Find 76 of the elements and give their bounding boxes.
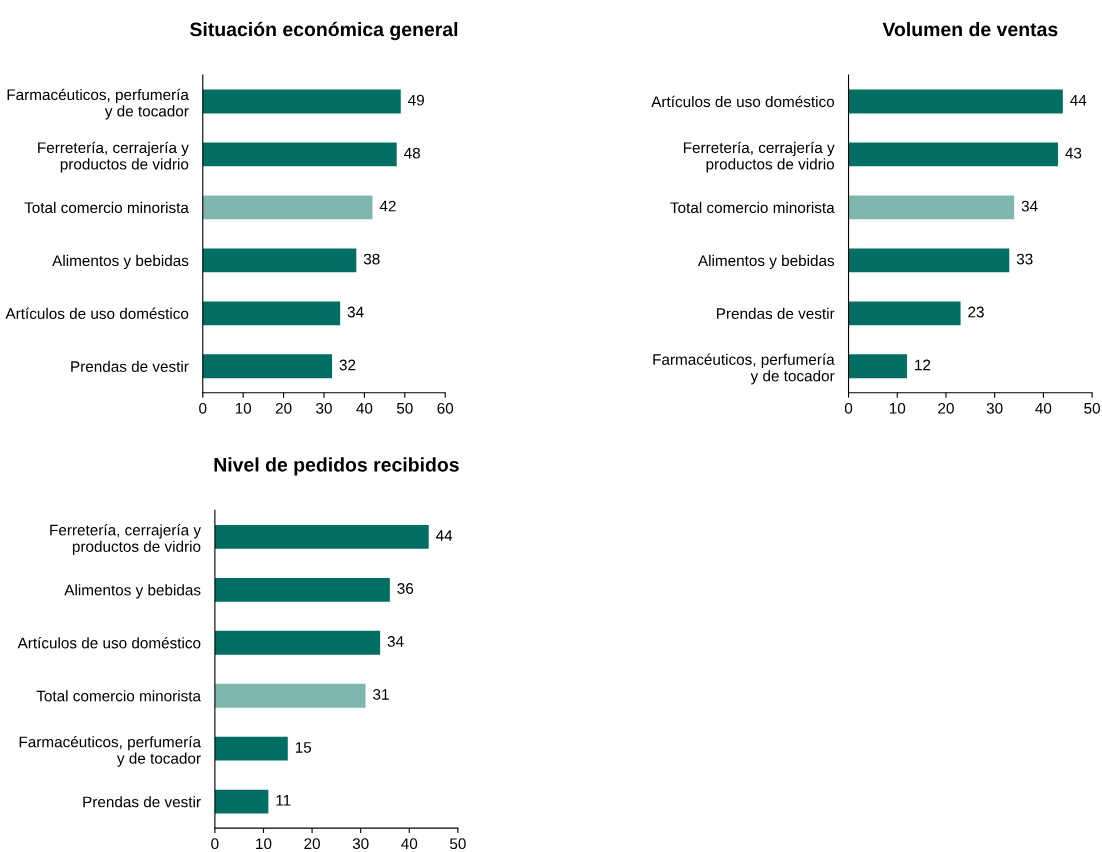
chart-title: Nivel de pedidos recibidos bbox=[214, 457, 459, 476]
bar bbox=[848, 142, 1058, 167]
x-tick-label: 40 bbox=[356, 402, 373, 414]
y-tick-label: Prendas de vestir bbox=[83, 796, 201, 808]
y-tick-label: Prendas de vestir bbox=[71, 360, 189, 372]
x-tick-label: 50 bbox=[450, 838, 466, 850]
chart-title: Volumen de ventas bbox=[882, 22, 1058, 37]
y-tick-label: Artículos de uso doméstico bbox=[651, 95, 835, 108]
x-tick-label: 50 bbox=[396, 402, 413, 414]
bar bbox=[848, 89, 1063, 114]
data-label: 15 bbox=[295, 742, 312, 753]
y-tick-label: Alimentos y bebidas bbox=[64, 584, 201, 599]
bar bbox=[202, 301, 341, 326]
data-label: 43 bbox=[1065, 147, 1082, 159]
x-tick-label: 0 bbox=[199, 402, 207, 414]
y-tick-label: Total comercio minorista bbox=[24, 201, 189, 214]
y-tick-label: Farmacéuticos, perfumería y de tocador bbox=[653, 353, 835, 385]
x-tick-label: 50 bbox=[1084, 402, 1100, 414]
data-label: 36 bbox=[397, 583, 414, 594]
y-tick-label: Ferretería, cerrajería y productos de vidrio bbox=[50, 524, 201, 555]
bar bbox=[214, 736, 288, 761]
data-label: 31 bbox=[373, 689, 389, 700]
data-label: 38 bbox=[363, 253, 380, 265]
bar bbox=[202, 195, 373, 220]
y-tick-label: Ferretería, cerrajería y productos de vidrio bbox=[683, 141, 835, 173]
y-tick-label: Artículos de uso doméstico bbox=[17, 637, 201, 649]
x-tick-label: 20 bbox=[304, 838, 320, 850]
data-label: 34 bbox=[347, 306, 364, 318]
y-tick-label: Farmacéuticos, perfumería y de tocador bbox=[7, 88, 189, 120]
y-tick-label: Total comercio minorista bbox=[36, 690, 202, 702]
y-tick-label: Farmacéuticos, perfumería y de tocador bbox=[19, 735, 202, 767]
data-label: 49 bbox=[408, 94, 424, 106]
bar bbox=[848, 248, 1010, 273]
bar bbox=[848, 354, 907, 379]
y-tick-label: Total comercio minorista bbox=[670, 201, 835, 214]
y-tick-label: Alimentos y bebidas bbox=[52, 254, 189, 270]
bar bbox=[848, 195, 1015, 220]
x-tick-label: 30 bbox=[986, 402, 1003, 414]
x-tick-label: 30 bbox=[352, 838, 369, 850]
data-label: 44 bbox=[436, 530, 453, 541]
x-tick-label: 40 bbox=[1035, 402, 1052, 414]
x-tick-label: 0 bbox=[211, 838, 219, 850]
x-tick-label: 10 bbox=[256, 838, 272, 850]
bar bbox=[202, 89, 401, 114]
data-label: 34 bbox=[387, 636, 404, 647]
y-tick-label: Ferretería, cerrajería y productos de vidrio bbox=[38, 141, 189, 173]
y-tick-label: Prendas de vestir bbox=[717, 307, 835, 320]
bar bbox=[214, 524, 429, 549]
bar bbox=[214, 577, 390, 602]
y-tick-label: Artículos de uso doméstico bbox=[5, 307, 189, 320]
bar bbox=[214, 683, 366, 708]
data-label: 23 bbox=[968, 306, 984, 318]
y-tick-label: Alimentos y bebidas bbox=[697, 254, 835, 270]
x-tick-label: 10 bbox=[889, 402, 906, 414]
data-label: 44 bbox=[1070, 94, 1087, 106]
bar bbox=[214, 789, 269, 814]
bar bbox=[202, 142, 397, 167]
bar bbox=[202, 354, 333, 379]
data-label: 48 bbox=[404, 147, 420, 159]
data-label: 33 bbox=[1016, 253, 1033, 265]
data-label: 32 bbox=[339, 359, 356, 371]
data-label: 42 bbox=[379, 200, 396, 212]
chart-title: Situación económica general bbox=[190, 21, 458, 41]
x-tick-label: 20 bbox=[938, 402, 954, 414]
bar bbox=[848, 301, 961, 326]
x-tick-label: 20 bbox=[275, 402, 292, 414]
x-tick-label: 40 bbox=[401, 838, 418, 850]
data-label: 11 bbox=[276, 795, 291, 806]
x-tick-label: 30 bbox=[316, 402, 332, 414]
x-tick-label: 0 bbox=[844, 402, 853, 414]
x-tick-label: 10 bbox=[235, 402, 252, 414]
data-label: 34 bbox=[1021, 200, 1038, 212]
x-tick-label: 60 bbox=[437, 402, 454, 414]
bar bbox=[202, 248, 357, 273]
data-label: 12 bbox=[915, 359, 931, 371]
bar bbox=[214, 630, 381, 655]
